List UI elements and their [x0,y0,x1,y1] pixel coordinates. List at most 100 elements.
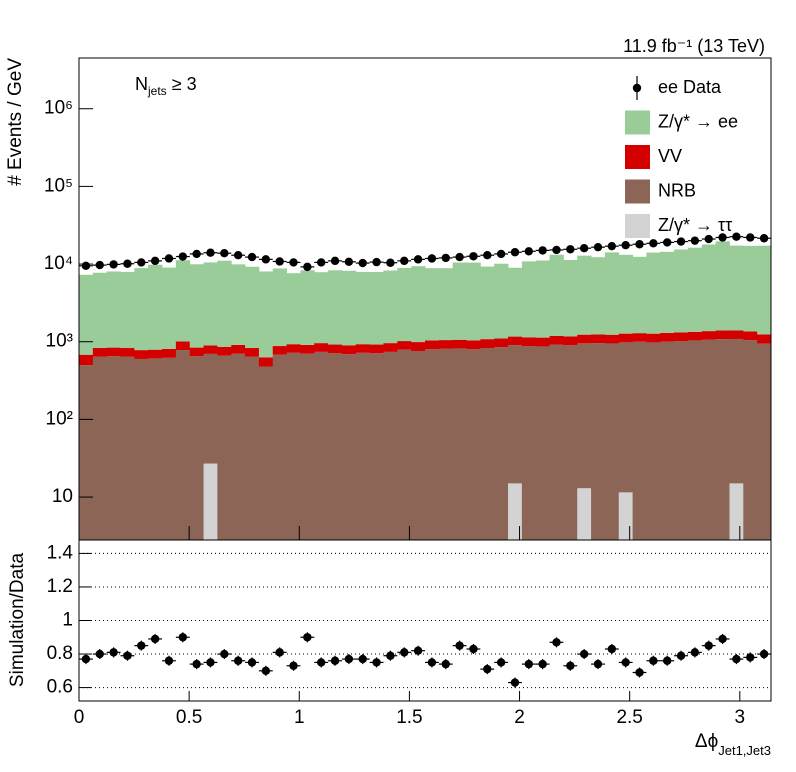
histogram-bar [106,356,121,540]
ratio-marker [289,661,298,670]
ratio-marker [192,659,201,669]
histogram-bar [743,340,758,540]
data-point [314,258,329,267]
ratio-marker [759,649,769,659]
histogram-bar [466,262,481,341]
ratio-marker [441,659,450,669]
histogram-bar [729,338,744,484]
ratio-point [438,659,453,670]
ratio-marker [137,641,146,650]
ratio-marker [455,641,464,650]
ratio-plot-area [79,632,771,688]
ratio-point [175,632,190,643]
legend-label: Z/γ* → ee [658,111,738,131]
histogram-bar [701,331,717,340]
histogram-bar [369,344,384,354]
annotation-sub: jets [147,84,167,98]
data-point [729,232,744,241]
histogram-bar [245,266,260,349]
histogram-bar [591,343,606,540]
histogram-bar [245,356,260,540]
histogram-bar [355,352,371,540]
data-point [646,239,661,248]
data-point-marker [607,241,617,251]
data-point-marker [316,258,326,267]
data-point [452,252,467,262]
data-point [272,257,287,266]
data-point [245,252,259,262]
y-tick-label: 10⁴ [44,253,73,274]
y-tick-label: 10⁵ [44,175,73,196]
histogram-bar [134,358,149,540]
histogram-bar [258,357,274,367]
data-point-marker [649,239,658,248]
ratio-marker [704,641,713,650]
histogram-bar [480,266,495,340]
histogram-bar [687,340,703,540]
ratio-point [591,659,605,670]
histogram-bar [480,339,495,349]
histogram-bar [452,339,467,349]
y-tick-label: 10 [52,486,73,507]
histogram-bar [79,354,94,366]
data-point-marker [635,240,644,249]
histogram-bar [134,268,149,351]
data-point [397,256,412,266]
histogram-bar [217,346,232,356]
ratio-point [743,652,758,663]
data-point [715,233,730,242]
histogram-bar [355,344,371,353]
data-point-marker [483,251,492,260]
histogram-bar [411,266,426,343]
data-point-marker [178,252,188,261]
data-point-marker [206,248,215,257]
data-point [328,256,342,266]
ratio-marker [123,651,132,660]
ratio-point [521,659,536,670]
histogram-bar [494,338,509,348]
ratio-point [646,655,661,666]
histogram-bar [120,348,135,357]
histogram-bar [757,245,771,335]
histogram-bar [715,330,730,340]
data-point-marker [579,244,589,253]
histogram-bar [438,340,454,349]
histogram-bar [134,350,149,359]
histogram-bar [397,349,412,540]
histogram-bar [272,346,288,355]
histogram-bar [618,333,634,343]
histogram-bar [217,260,232,347]
ratio-point [203,657,218,668]
histogram-bar [425,349,440,540]
histogram-bar [687,331,703,341]
data-point-marker [330,256,340,266]
data-point [549,245,564,255]
histogram-bar [106,347,121,357]
histogram-bar [383,270,398,344]
data-point-marker [275,257,284,266]
x-tick-label: 0 [74,707,85,728]
ratio-point [134,640,149,651]
histogram-bar [148,358,163,540]
data-point [203,248,218,257]
histogram-bar [286,273,301,345]
x-tick-label: 2.5 [616,707,642,728]
histogram-bar [757,343,771,540]
histogram-bar [604,334,620,344]
ratio-point [383,650,398,661]
y-tick-label: 0.8 [47,643,73,664]
ratio-marker [261,666,271,676]
data-point [106,260,121,269]
histogram-bar [508,345,523,484]
histogram-bar [563,336,578,346]
histogram-bar [508,267,523,337]
data-point-marker [427,254,437,263]
ratio-point [341,654,356,665]
ratio-point [411,645,425,656]
ratio-point [701,640,716,651]
histogram-bar [577,488,592,540]
ratio-point [231,655,246,666]
ratio-point [729,654,744,665]
ratio-point [120,650,135,661]
